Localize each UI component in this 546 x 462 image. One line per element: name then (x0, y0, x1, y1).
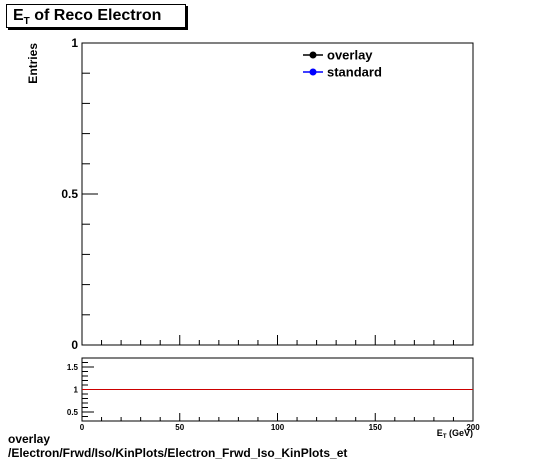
legend-marker-standard (309, 68, 317, 76)
main-y-tick-label: 0 (71, 338, 78, 352)
ratio-y-tick-label: 1 (74, 386, 79, 395)
ratio-y-tick-label: 1.5 (67, 363, 79, 372)
legend-label-overlay: overlay (327, 48, 373, 63)
ratio-x-tick-label: 50 (175, 423, 184, 432)
legend-label-standard: standard (327, 65, 382, 80)
ratio-x-tick-label: 0 (80, 423, 85, 432)
legend-marker-overlay (309, 51, 317, 59)
ratio-x-axis-label: ET (GeV) (437, 428, 473, 440)
ratio-x-tick-label: 100 (271, 423, 285, 432)
main-y-axis-label: Entries (26, 43, 40, 84)
main-plot-frame (81, 42, 474, 346)
main-y-tick-label: 0.5 (61, 187, 78, 201)
main-y-tick-label: 1 (71, 36, 78, 50)
caption-line-1: overlay (8, 432, 51, 446)
plot-title: ET of Reco Electron (13, 7, 162, 28)
legend: overlay standard (303, 48, 382, 80)
ratio-y-tick-label: 0.5 (67, 408, 79, 417)
caption-line-2: /Electron/Frwd/Iso/KinPlots/Electron_Frw… (8, 446, 348, 460)
ratio-x-tick-label: 200 (466, 423, 480, 432)
plot-title-box: ET of Reco Electron (6, 4, 186, 28)
ratio-x-tick-label: 150 (369, 423, 383, 432)
